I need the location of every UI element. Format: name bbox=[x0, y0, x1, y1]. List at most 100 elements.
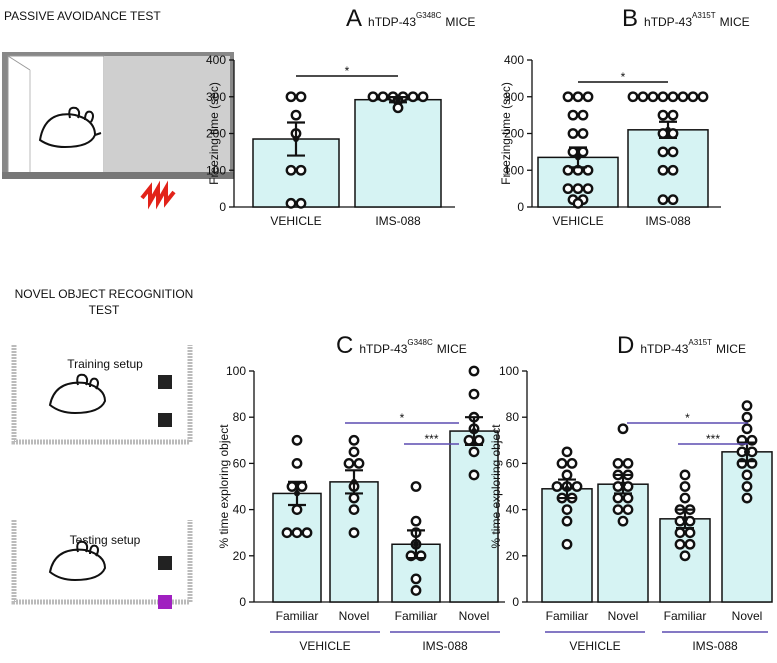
data-point bbox=[617, 423, 629, 435]
data-point bbox=[679, 492, 691, 504]
section-label: TEST bbox=[89, 303, 120, 317]
y-axis-label: % time exploring object bbox=[217, 424, 231, 549]
y-tick-label: 100 bbox=[499, 364, 519, 378]
title-superscript: A315T bbox=[688, 338, 712, 347]
mean-dot bbox=[395, 96, 401, 103]
data-point bbox=[679, 469, 691, 481]
data-point bbox=[566, 457, 578, 469]
data-point bbox=[657, 164, 669, 176]
data-point bbox=[561, 469, 573, 481]
bar bbox=[354, 98, 442, 208]
y-axis-label: Freezing time (sec) bbox=[499, 82, 513, 185]
data-point bbox=[561, 538, 573, 550]
title-suffix: MICE bbox=[720, 15, 750, 29]
data-point bbox=[410, 515, 422, 527]
data-point bbox=[463, 434, 475, 446]
data-point bbox=[295, 164, 307, 176]
setup-label: Training setup bbox=[67, 357, 143, 371]
data-point bbox=[679, 481, 691, 492]
data-point bbox=[407, 91, 419, 103]
data-point bbox=[473, 434, 485, 446]
data-point bbox=[741, 411, 753, 423]
data-point bbox=[612, 504, 624, 515]
significance-label: * bbox=[345, 64, 350, 78]
y-tick-label: 100 bbox=[504, 163, 524, 177]
data-point bbox=[410, 585, 422, 596]
data-point bbox=[367, 91, 379, 103]
y-tick-label: 20 bbox=[506, 549, 520, 563]
data-point bbox=[285, 164, 297, 176]
group-label: VEHICLE bbox=[299, 639, 350, 653]
y-axis-label: Freezing time (sec) bbox=[207, 82, 221, 185]
x-tick-label: Familiar bbox=[276, 609, 319, 623]
data-point bbox=[667, 109, 679, 121]
data-point bbox=[572, 197, 584, 209]
data-point bbox=[667, 146, 679, 158]
y-tick-label: 100 bbox=[226, 364, 246, 378]
data-point bbox=[577, 146, 589, 158]
y-tick-label: 60 bbox=[233, 456, 247, 470]
data-point bbox=[741, 469, 753, 481]
x-tick-label: Familiar bbox=[664, 609, 707, 623]
x-tick-label: IMS-088 bbox=[375, 214, 421, 228]
avoidance-box bbox=[2, 52, 234, 210]
data-point bbox=[679, 550, 691, 562]
y-tick-label: 400 bbox=[504, 53, 524, 67]
data-point bbox=[657, 91, 669, 103]
x-tick-label: Novel bbox=[459, 609, 490, 623]
data-point bbox=[296, 481, 308, 492]
mean-dot bbox=[351, 478, 357, 485]
data-point bbox=[741, 492, 753, 504]
panel-letter: D bbox=[617, 332, 634, 359]
data-point bbox=[285, 197, 297, 209]
data-point bbox=[667, 194, 679, 206]
data-point bbox=[286, 481, 298, 492]
data-point bbox=[295, 197, 307, 209]
data-point bbox=[617, 515, 629, 527]
data-point bbox=[348, 434, 360, 446]
data-point bbox=[667, 91, 679, 103]
data-point bbox=[301, 527, 313, 539]
panel-letter: B bbox=[622, 5, 638, 32]
data-point bbox=[348, 504, 360, 515]
title-superscript: A315T bbox=[692, 11, 716, 20]
data-point bbox=[637, 91, 649, 103]
data-point bbox=[657, 194, 669, 206]
x-tick-label: Familiar bbox=[546, 609, 589, 623]
data-point bbox=[285, 91, 297, 103]
data-point bbox=[572, 91, 584, 103]
data-point bbox=[684, 538, 696, 550]
data-point bbox=[741, 423, 753, 435]
title-text: hTDP-43 bbox=[359, 342, 407, 356]
training-arena bbox=[11, 345, 193, 445]
y-tick-label: 40 bbox=[506, 503, 520, 517]
setup-label: Testing setup bbox=[70, 533, 141, 547]
data-point bbox=[567, 109, 579, 121]
data-point bbox=[291, 504, 303, 515]
data-point bbox=[741, 481, 753, 492]
x-tick-label: VEHICLE bbox=[552, 214, 603, 228]
significance-label: *** bbox=[706, 432, 720, 446]
data-point bbox=[556, 457, 568, 469]
title-text: hTDP-43 bbox=[644, 15, 692, 29]
y-tick-label: 80 bbox=[506, 410, 520, 424]
data-point bbox=[674, 538, 686, 550]
data-point bbox=[290, 109, 302, 121]
data-point bbox=[697, 91, 709, 103]
y-tick-label: 40 bbox=[233, 503, 247, 517]
data-point bbox=[353, 457, 365, 469]
group-label: VEHICLE bbox=[569, 639, 620, 653]
data-point bbox=[468, 365, 480, 377]
data-point bbox=[567, 128, 579, 139]
data-point bbox=[572, 183, 584, 195]
y-tick-label: 300 bbox=[206, 90, 226, 104]
data-point bbox=[468, 469, 480, 481]
data-point bbox=[677, 91, 689, 103]
title-text: hTDP-43 bbox=[368, 15, 416, 29]
data-point bbox=[468, 446, 480, 458]
data-point bbox=[348, 527, 360, 539]
mean-dot bbox=[682, 515, 688, 522]
data-point bbox=[377, 91, 389, 103]
